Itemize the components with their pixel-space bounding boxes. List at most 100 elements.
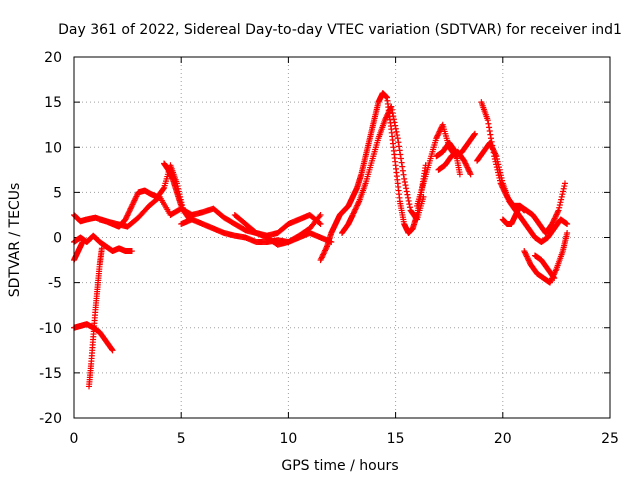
data-point [494, 158, 501, 165]
series-arc11 [339, 103, 427, 236]
data-point [526, 258, 533, 265]
series-arc19 [531, 252, 558, 282]
data-point [550, 218, 557, 225]
data-point [399, 167, 406, 174]
data-point [402, 182, 409, 189]
data-point [320, 251, 327, 258]
data-point [551, 275, 558, 282]
data-point [488, 143, 495, 150]
data-point [132, 196, 139, 203]
data-point [393, 128, 400, 135]
data-point [128, 204, 135, 211]
data-point [555, 207, 562, 214]
series-arc14 [435, 148, 474, 178]
data-point [487, 131, 494, 138]
data-point [554, 210, 561, 217]
data-point [437, 127, 444, 134]
data-point [131, 197, 138, 204]
data-point [98, 245, 105, 252]
data-point [464, 164, 471, 171]
data-point [389, 109, 396, 116]
data-point [463, 163, 470, 170]
data-point [495, 164, 502, 171]
data-point [124, 212, 131, 219]
data-point [133, 193, 140, 200]
series-arc16 [474, 139, 571, 246]
data-point [435, 129, 442, 136]
data-point [561, 183, 568, 190]
data-point [558, 196, 565, 203]
data-point [319, 253, 326, 260]
data-point [564, 220, 571, 227]
data-point [406, 201, 413, 208]
data-point [521, 248, 528, 255]
data-point [79, 239, 86, 246]
series-arc13 [433, 139, 463, 178]
data-point [350, 210, 357, 217]
data-point [497, 172, 504, 179]
data-point [318, 255, 325, 262]
data-point [556, 204, 563, 211]
data-point [401, 175, 408, 182]
data-point [108, 346, 115, 353]
data-point [388, 103, 395, 110]
data-point [524, 254, 531, 261]
data-point [388, 106, 395, 113]
data-point [404, 191, 411, 198]
x-tick-label: 20 [494, 431, 512, 447]
data-point [123, 215, 130, 222]
data-point [461, 159, 468, 166]
data-point [496, 166, 503, 173]
data-point [521, 249, 528, 256]
data-point [436, 128, 443, 135]
data-point [122, 216, 129, 223]
data-point [125, 209, 132, 216]
data-point [466, 169, 473, 176]
data-point [497, 169, 504, 176]
data-point [465, 165, 472, 172]
data-point [401, 178, 408, 185]
data-point [413, 215, 420, 222]
data-point [552, 212, 559, 219]
data-point [499, 177, 506, 184]
x-tick-label: 15 [387, 431, 405, 447]
data-point [558, 193, 565, 200]
data-point [456, 171, 463, 178]
data-point [405, 197, 412, 204]
data-point [435, 131, 442, 138]
data-point [126, 206, 133, 213]
data-point [484, 117, 491, 124]
data-point [130, 198, 137, 205]
y-tick-label: 5 [53, 185, 62, 201]
data-point [490, 146, 497, 153]
data-point [462, 160, 469, 167]
data-point [471, 131, 478, 138]
data-point [160, 185, 167, 192]
data-point [552, 267, 559, 274]
data-point [488, 142, 495, 149]
data-point [390, 113, 397, 120]
chart-title: Day 361 of 2022, Sidereal Day-to-day VTE… [58, 22, 622, 38]
data-point [557, 199, 564, 206]
data-point [397, 151, 404, 158]
series-arc15 [478, 99, 568, 236]
data-point [400, 171, 407, 178]
data-point [434, 132, 441, 139]
data-point [384, 111, 391, 118]
data-point [132, 194, 139, 201]
data-point [127, 205, 134, 212]
data-point [549, 220, 556, 227]
data-point [522, 250, 529, 257]
y-tick-label: 0 [53, 231, 62, 247]
y-tick-label: -15 [39, 366, 62, 382]
data-point [317, 220, 324, 227]
data-point [492, 151, 499, 158]
data-point [433, 133, 440, 140]
data-point [490, 147, 497, 154]
data-point [396, 143, 403, 150]
data-point [552, 214, 559, 221]
data-point [394, 132, 401, 139]
x-tick-label: 10 [279, 431, 297, 447]
y-tick-label: 20 [44, 50, 62, 66]
